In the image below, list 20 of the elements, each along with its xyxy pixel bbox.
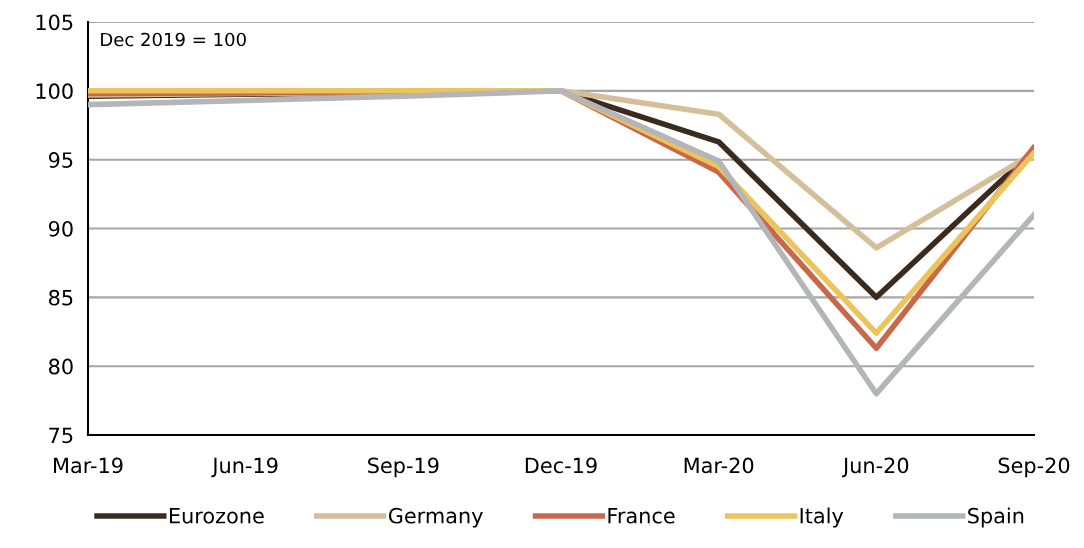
y-tick-label: 95 [48,152,73,168]
annotation: Dec 2019 = 100 [101,32,246,47]
legend-label: Germany [388,507,483,528]
legend-label: Spain [968,507,1024,528]
legend-label: Italy [800,507,844,528]
y-tick-label: 105 [36,14,73,31]
y-tick-label: 100 [36,83,73,100]
x-tick-label: Sep-20 [998,457,1070,478]
x-tick-label: Dec-19 [525,457,597,474]
x-tick-label: Sep-19 [368,457,439,478]
y-tick-label: 90 [48,220,73,237]
x-tick-label: Mar-20 [684,457,754,474]
legend-label: Eurozone [169,508,264,524]
y-tick-label: 85 [49,289,73,306]
x-tick-label: Jun-19 [211,457,278,478]
x-tick-label: Jun-20 [841,457,909,478]
legend-label: France [608,508,675,524]
y-tick-label: 80 [49,358,73,375]
y-tick-label: 75 [49,427,73,444]
x-tick-label: Mar-19 [54,457,123,474]
